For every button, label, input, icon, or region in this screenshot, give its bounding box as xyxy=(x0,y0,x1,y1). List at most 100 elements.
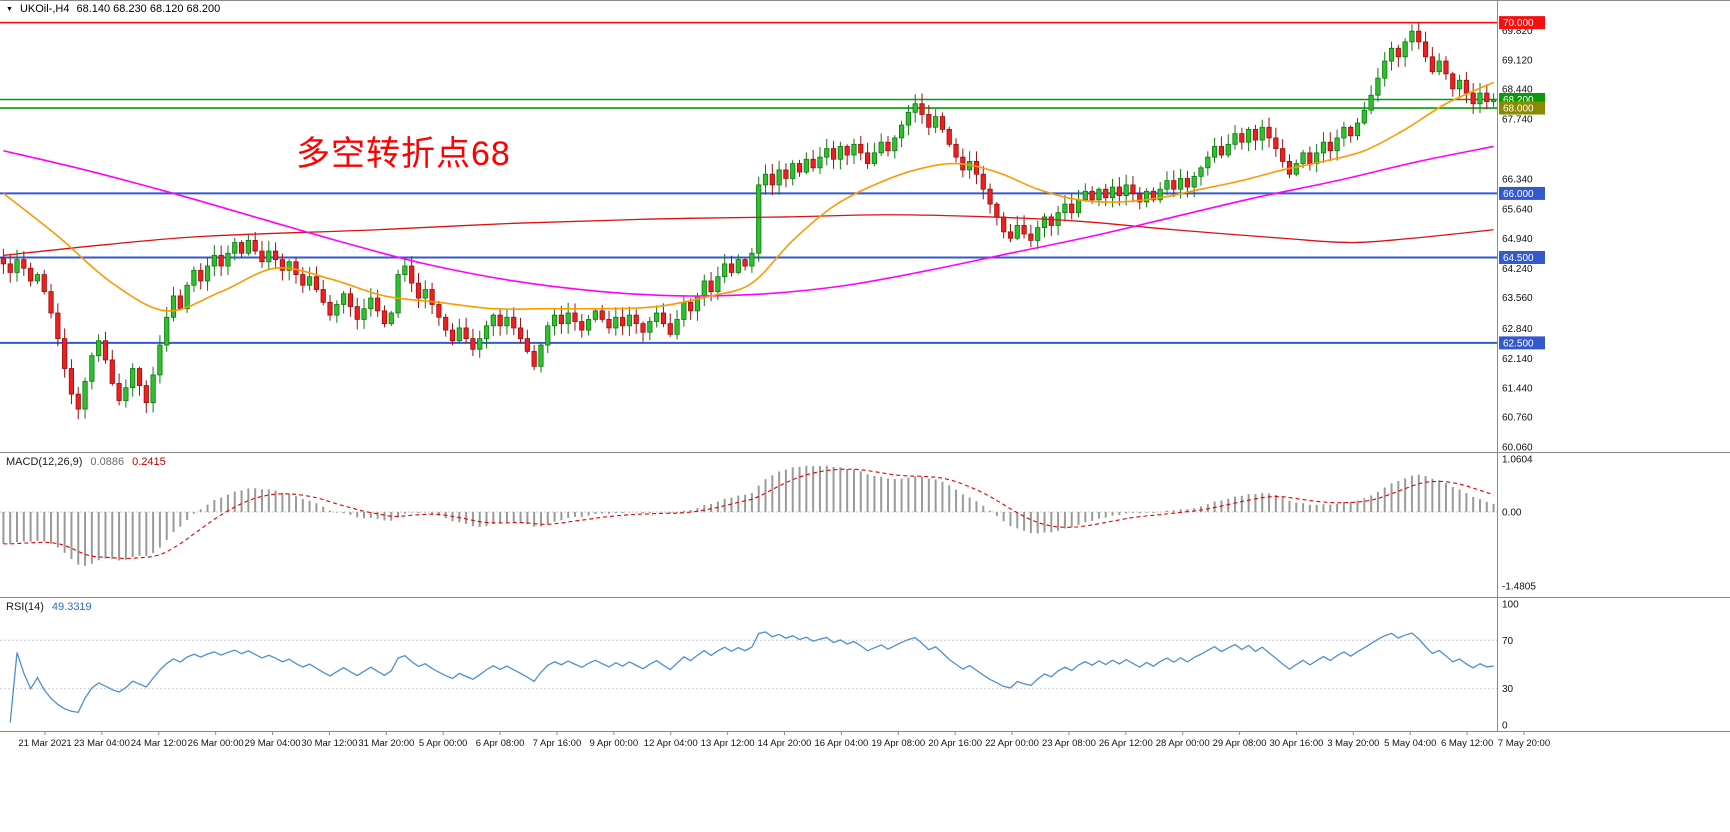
candle-body xyxy=(368,297,374,310)
candle-body xyxy=(1259,126,1265,141)
time-label: 16 Apr 04:00 xyxy=(814,738,868,749)
time-label: 9 Apr 00:00 xyxy=(590,738,639,749)
time-label: 30 Mar 12:00 xyxy=(301,738,357,749)
price-badge-label: 68.000 xyxy=(1503,104,1534,115)
price-tick-label: 67.740 xyxy=(1502,115,1533,126)
candle-body xyxy=(102,340,109,361)
candle-body xyxy=(272,250,279,261)
candle-body xyxy=(592,310,598,320)
candle-body xyxy=(34,274,41,282)
time-label: 12 Apr 04:00 xyxy=(644,738,698,749)
macd-name: MACD(12,26,9) xyxy=(6,456,83,468)
candle-body xyxy=(395,274,401,314)
macd-value-main: 0.0886 xyxy=(90,456,125,468)
candle-body xyxy=(347,293,354,307)
candle-body xyxy=(1225,143,1231,156)
candle-body xyxy=(429,289,435,305)
candles-layer[interactable] xyxy=(0,21,1497,420)
price-tick-label: 60.060 xyxy=(1502,443,1533,454)
candle-body xyxy=(1157,188,1163,201)
time-label: 3 May 20:00 xyxy=(1327,738,1379,749)
price-tick-label: 63.560 xyxy=(1502,293,1533,304)
candle-body xyxy=(558,314,564,325)
candle-body xyxy=(1246,128,1252,143)
candle-body xyxy=(1320,141,1327,154)
candle-body xyxy=(987,188,993,205)
candle-body xyxy=(973,161,980,175)
candle-body xyxy=(1062,203,1068,214)
rsi-axis-label: 30 xyxy=(1502,684,1514,695)
candle-body xyxy=(851,143,857,156)
candle-body xyxy=(980,173,986,190)
candle-body xyxy=(1096,188,1102,201)
candle-body xyxy=(783,169,789,179)
candle-body xyxy=(1116,186,1122,196)
candle-body xyxy=(633,314,639,325)
macd-panel[interactable] xyxy=(0,465,1497,566)
macd-axis-label: 1.0604 xyxy=(1502,454,1533,465)
candle-body xyxy=(497,314,503,327)
candle-body xyxy=(1484,92,1490,103)
candle-body xyxy=(198,269,204,282)
candle-body xyxy=(300,274,306,286)
candle-body xyxy=(803,158,809,173)
candle-body xyxy=(1198,167,1204,177)
candle-body xyxy=(1334,137,1340,152)
price-badge-bg xyxy=(1499,336,1545,350)
candle-body xyxy=(130,368,136,389)
horizontal-lines-layer[interactable] xyxy=(0,21,1497,344)
candle-body xyxy=(824,148,830,158)
panel-borders xyxy=(0,0,1730,732)
candle-body xyxy=(545,325,551,346)
candle-body xyxy=(89,355,95,382)
candle-body xyxy=(810,158,816,169)
candle-body xyxy=(143,385,149,404)
candle-body xyxy=(1293,163,1299,175)
candle-body xyxy=(1443,60,1449,75)
candle-body xyxy=(422,289,428,299)
candle-body xyxy=(286,261,292,271)
rsi-axis-label: 70 xyxy=(1502,636,1514,647)
candle-body xyxy=(606,318,612,329)
candle-body xyxy=(123,387,129,401)
candle-body xyxy=(919,103,925,115)
candle-body xyxy=(1409,30,1415,43)
rsi-axis-label: 100 xyxy=(1502,600,1519,611)
price-badge-label: 70.000 xyxy=(1503,18,1534,29)
time-label: 20 Apr 16:00 xyxy=(928,738,982,749)
indicator-axis-labels: 1.0604 0.00 -1.4805 100 70 30 0 xyxy=(1502,454,1536,731)
candle-body xyxy=(579,321,585,331)
candle-body xyxy=(1388,47,1395,62)
candle-body xyxy=(626,314,633,327)
candle-body xyxy=(1368,94,1374,111)
candle-body xyxy=(858,143,864,154)
candle-body xyxy=(1123,184,1129,196)
time-label: 24 Mar 12:00 xyxy=(131,738,187,749)
candle-body xyxy=(953,143,959,158)
candle-body xyxy=(1341,126,1347,139)
price-tick-label: 69.120 xyxy=(1502,56,1533,67)
candle-body xyxy=(620,316,626,327)
candle-body xyxy=(871,152,877,164)
time-axis[interactable]: 21 Mar 2021 23 Mar 04:00 24 Mar 12:00 26 Ma… xyxy=(18,731,1550,749)
candle-body xyxy=(116,383,122,401)
candle-body xyxy=(939,116,946,130)
candle-body xyxy=(681,301,687,320)
candle-body xyxy=(375,297,381,312)
price-badge-label: 68.200 xyxy=(1503,95,1534,106)
time-label: 5 May 04:00 xyxy=(1384,738,1436,749)
candle-body xyxy=(456,327,462,342)
candle-body xyxy=(640,323,646,333)
rsi-panel[interactable] xyxy=(0,631,1497,723)
rsi-line xyxy=(9,631,1494,723)
candle-body xyxy=(136,368,143,386)
candle-body xyxy=(483,325,490,340)
candle-body xyxy=(769,173,775,186)
candle-body xyxy=(55,312,61,340)
candle-body xyxy=(830,148,837,160)
candle-body xyxy=(470,338,476,350)
price-tick-label: 66.340 xyxy=(1502,174,1533,185)
ma-fast-orange xyxy=(2,81,1494,312)
